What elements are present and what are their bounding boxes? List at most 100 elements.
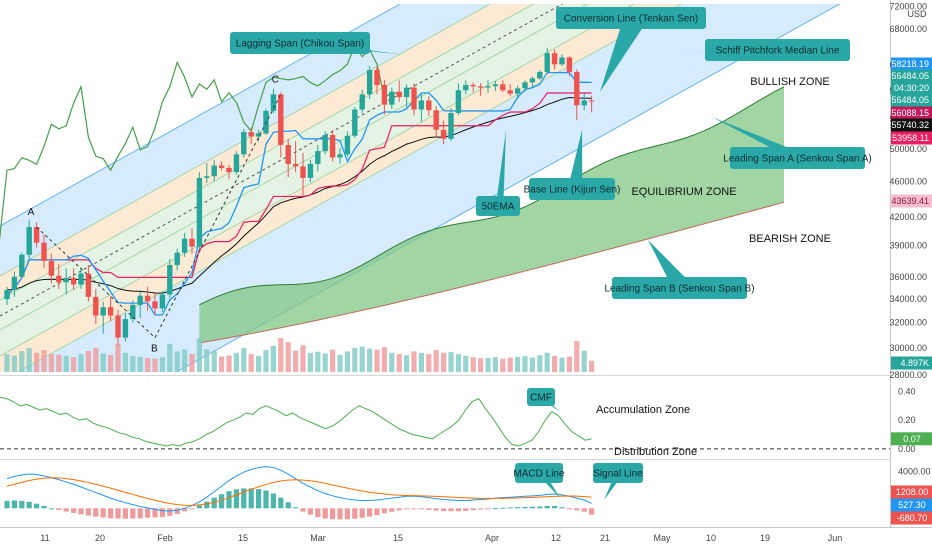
- candle-body-9[interactable]: [70, 277, 77, 285]
- candle-body-72[interactable]: [537, 71, 543, 79]
- candle-body-73[interactable]: [544, 53, 550, 72]
- candle-body-56[interactable]: [418, 100, 425, 110]
- candle-body-12[interactable]: [93, 296, 99, 316]
- candle-body-70[interactable]: [522, 82, 528, 89]
- candle-body-17[interactable]: [130, 304, 136, 320]
- candle-body-55[interactable]: [411, 87, 417, 110]
- candle-body-8[interactable]: [63, 277, 69, 283]
- macd-pane[interactable]: [4, 466, 595, 520]
- candle-body-6[interactable]: [48, 260, 55, 276]
- candle-body-63[interactable]: [470, 84, 476, 87]
- time-tick-label: 19: [760, 533, 770, 543]
- volume-bar-62: [463, 355, 469, 372]
- candle-body-22[interactable]: [167, 265, 173, 295]
- callout-macd: MACD Line: [513, 469, 565, 480]
- candle-body-18[interactable]: [137, 295, 143, 305]
- candle-body-52[interactable]: [389, 91, 395, 105]
- candle-body-54[interactable]: [403, 87, 410, 98]
- volume-bar-38: [285, 342, 291, 372]
- candle-body-4[interactable]: [33, 227, 40, 243]
- candle-body-33[interactable]: [248, 132, 254, 137]
- volume-bar-24: [182, 349, 188, 372]
- candle-body-60[interactable]: [448, 113, 454, 139]
- candle-body-50[interactable]: [374, 70, 380, 85]
- candle-body-40[interactable]: [300, 166, 306, 178]
- candle-body-37[interactable]: [278, 94, 284, 145]
- candle-body-57[interactable]: [426, 100, 432, 111]
- candle-body-23[interactable]: [174, 252, 180, 266]
- candle-body-66[interactable]: [492, 84, 499, 87]
- candle-body-68[interactable]: [507, 90, 513, 94]
- candle-body-38[interactable]: [285, 144, 291, 164]
- candle-body-26[interactable]: [196, 177, 203, 247]
- volume-bar-59: [441, 352, 447, 372]
- candle-body-42[interactable]: [315, 151, 321, 164]
- candle-body-53[interactable]: [396, 91, 402, 98]
- candle-body-32[interactable]: [241, 132, 247, 155]
- candle-body-45[interactable]: [337, 154, 343, 158]
- price-tick-label: 46000.00: [889, 176, 927, 186]
- candle-body-67[interactable]: [500, 84, 506, 91]
- candle-body-0[interactable]: [4, 290, 10, 300]
- price-tick-label: 39000.00: [889, 241, 927, 251]
- abc-wave-line: [36, 94, 282, 339]
- candle-body-65[interactable]: [485, 86, 491, 88]
- candle-body-58[interactable]: [433, 110, 439, 130]
- candle-body-2[interactable]: [19, 254, 25, 277]
- candle-body-36[interactable]: [270, 94, 277, 111]
- callout-senkou-a: Leading Span A (Senkou Span A): [723, 154, 871, 165]
- candle-body-76[interactable]: [566, 57, 573, 72]
- current-price-badge-bg: [891, 69, 932, 83]
- candle-body-46[interactable]: [344, 135, 351, 155]
- candle-body-11[interactable]: [85, 273, 92, 297]
- candle-body-21[interactable]: [159, 294, 166, 309]
- candle-body-74[interactable]: [551, 53, 558, 65]
- candle-body-39[interactable]: [292, 163, 299, 167]
- candle-body-14[interactable]: [107, 307, 114, 316]
- candle-body-44[interactable]: [329, 135, 336, 158]
- candle-body-27[interactable]: [204, 176, 210, 178]
- candle-body-75[interactable]: [559, 57, 565, 65]
- candle-body-62[interactable]: [463, 84, 469, 91]
- candle-body-29[interactable]: [218, 165, 225, 168]
- chikou-span-line: [0, 44, 400, 241]
- candle-body-49[interactable]: [366, 70, 373, 95]
- time-axis[interactable]: 11 20 Feb 15 Mar 15 Apr 12 21 May 10 19 Jun: [40, 533, 842, 543]
- candle-body-16[interactable]: [122, 319, 129, 338]
- candle-body-28[interactable]: [211, 165, 217, 177]
- candle-body-64[interactable]: [477, 86, 484, 88]
- candle-body-15[interactable]: [115, 315, 121, 338]
- candle-body-10[interactable]: [78, 273, 84, 285]
- candle-body-24[interactable]: [181, 238, 188, 253]
- price-axis[interactable]: 28000.00 30000.00 32000.00 34000.00 36000.00…: [889, 2, 932, 525]
- candle-body-71[interactable]: [529, 78, 536, 83]
- candle-body-30[interactable]: [226, 167, 232, 173]
- candle-body-13[interactable]: [100, 307, 106, 316]
- candle-body-43[interactable]: [322, 135, 328, 152]
- candle-body-59[interactable]: [440, 129, 447, 139]
- candle-body-78[interactable]: [581, 100, 587, 106]
- candle-body-7[interactable]: [56, 275, 62, 283]
- volume-bar-25: [189, 354, 195, 372]
- candle-body-5[interactable]: [41, 242, 47, 261]
- candle-body-69[interactable]: [514, 88, 521, 94]
- volume-bar-51: [381, 347, 387, 372]
- candle-body-51[interactable]: [381, 84, 388, 105]
- candle-body-47[interactable]: [352, 109, 358, 136]
- candle-body-41[interactable]: [307, 163, 314, 178]
- ema-price-badge: 55740.32: [891, 120, 929, 130]
- cmf-pane[interactable]: [0, 396, 890, 450]
- candle-body-3[interactable]: [26, 227, 32, 255]
- candle-body-48[interactable]: [359, 94, 365, 110]
- candle-body-31[interactable]: [233, 154, 240, 173]
- candle-body-79[interactable]: [588, 100, 595, 102]
- volume-badge: 4.897K: [900, 358, 929, 368]
- candle-body-19[interactable]: [144, 295, 151, 302]
- candle-body-25[interactable]: [189, 238, 195, 247]
- candle-body-20[interactable]: [152, 301, 158, 309]
- candle-body-1[interactable]: [11, 276, 18, 291]
- candle-body-34[interactable]: [255, 133, 262, 137]
- candle-body-77[interactable]: [574, 71, 580, 106]
- candle-body-61[interactable]: [455, 90, 462, 114]
